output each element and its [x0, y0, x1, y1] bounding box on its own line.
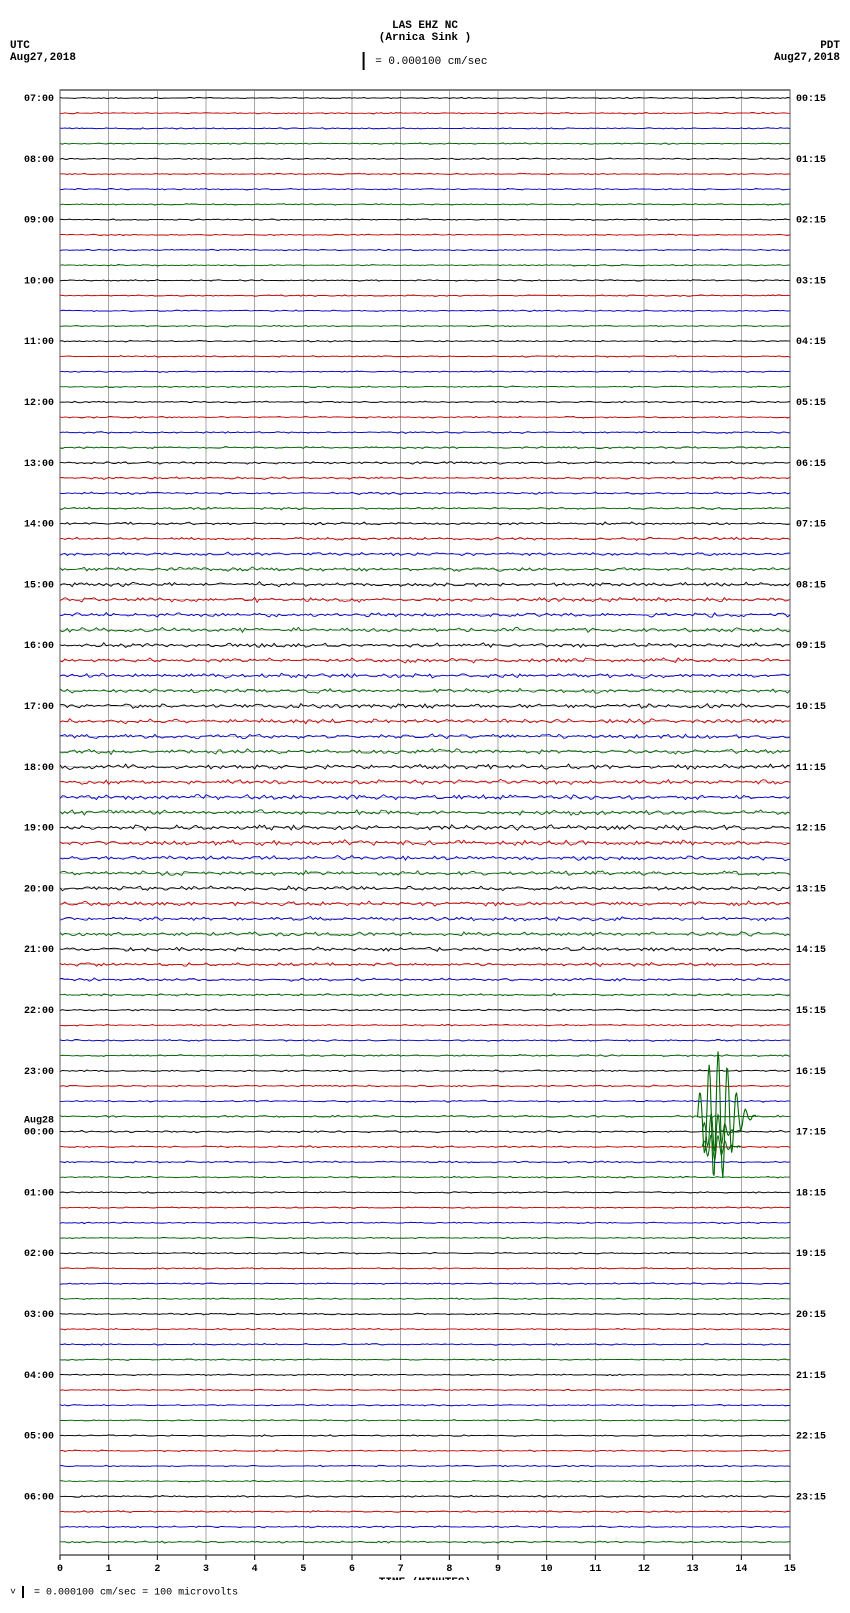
left-date: Aug27,2018	[10, 52, 76, 64]
footer-text: = 0.000100 cm/sec = 100 microvolts	[34, 1588, 238, 1599]
svg-text:03:00: 03:00	[24, 1310, 54, 1321]
svg-text:14:15: 14:15	[796, 945, 826, 956]
svg-text:22:00: 22:00	[24, 1006, 54, 1017]
right-timezone: PDT	[774, 40, 840, 52]
header-center: LAS EHZ NC (Arnica Sink ) = 0.000100 cm/…	[363, 20, 488, 70]
svg-text:17:00: 17:00	[24, 702, 54, 713]
header-right: PDT Aug27,2018	[774, 40, 840, 64]
svg-text:2: 2	[154, 1564, 160, 1575]
svg-text:Aug28: Aug28	[24, 1116, 54, 1127]
svg-text:06:00: 06:00	[24, 1492, 54, 1503]
svg-text:11: 11	[589, 1564, 601, 1575]
svg-text:07:15: 07:15	[796, 520, 826, 531]
footer-scale: ˅ = 0.000100 cm/sec = 100 microvolts	[10, 1586, 840, 1599]
svg-text:15:15: 15:15	[796, 1006, 826, 1017]
chart-header: UTC Aug27,2018 LAS EHZ NC (Arnica Sink )…	[10, 10, 840, 80]
svg-text:18:15: 18:15	[796, 1188, 826, 1199]
seismogram-plot: 0123456789101112131415TIME (MINUTES)07:0…	[10, 80, 840, 1580]
right-date: Aug27,2018	[774, 52, 840, 64]
svg-text:20:15: 20:15	[796, 1310, 826, 1321]
svg-text:9: 9	[495, 1564, 501, 1575]
svg-text:19:15: 19:15	[796, 1249, 826, 1260]
scale-bar-icon	[363, 52, 365, 70]
svg-text:05:15: 05:15	[796, 398, 826, 409]
svg-text:09:00: 09:00	[24, 216, 54, 227]
svg-text:22:15: 22:15	[796, 1432, 826, 1443]
svg-text:0: 0	[57, 1564, 63, 1575]
svg-text:20:00: 20:00	[24, 884, 54, 895]
svg-text:15: 15	[784, 1564, 796, 1575]
svg-text:14: 14	[735, 1564, 747, 1575]
station-code: LAS EHZ NC	[363, 20, 488, 32]
header-left: UTC Aug27,2018	[10, 40, 76, 64]
svg-text:6: 6	[349, 1564, 355, 1575]
svg-text:17:15: 17:15	[796, 1128, 826, 1139]
svg-text:13:00: 13:00	[24, 459, 54, 470]
svg-text:4: 4	[252, 1564, 258, 1575]
svg-text:13:15: 13:15	[796, 884, 826, 895]
svg-text:16:15: 16:15	[796, 1067, 826, 1078]
scale-indicator: = 0.000100 cm/sec	[363, 52, 488, 70]
svg-text:07:00: 07:00	[24, 94, 54, 105]
svg-text:13: 13	[687, 1564, 699, 1575]
svg-text:21:00: 21:00	[24, 945, 54, 956]
svg-text:09:15: 09:15	[796, 641, 826, 652]
svg-text:5: 5	[300, 1564, 306, 1575]
svg-text:02:15: 02:15	[796, 216, 826, 227]
svg-text:12:00: 12:00	[24, 398, 54, 409]
svg-text:05:00: 05:00	[24, 1432, 54, 1443]
footer-scale-bar-icon	[22, 1586, 24, 1598]
svg-text:16:00: 16:00	[24, 641, 54, 652]
svg-text:23:00: 23:00	[24, 1067, 54, 1078]
svg-text:TIME (MINUTES): TIME (MINUTES)	[379, 1577, 471, 1580]
svg-text:04:15: 04:15	[796, 337, 826, 348]
left-timezone: UTC	[10, 40, 76, 52]
seismogram-svg: 0123456789101112131415TIME (MINUTES)07:0…	[10, 80, 840, 1580]
svg-text:12:15: 12:15	[796, 824, 826, 835]
svg-text:02:00: 02:00	[24, 1249, 54, 1260]
scale-text: = 0.000100 cm/sec	[375, 56, 487, 68]
svg-text:03:15: 03:15	[796, 276, 826, 287]
svg-text:8: 8	[446, 1564, 452, 1575]
svg-text:23:15: 23:15	[796, 1492, 826, 1503]
svg-text:15:00: 15:00	[24, 580, 54, 591]
svg-text:10:00: 10:00	[24, 276, 54, 287]
svg-text:06:15: 06:15	[796, 459, 826, 470]
svg-text:04:00: 04:00	[24, 1371, 54, 1382]
svg-text:7: 7	[398, 1564, 404, 1575]
svg-text:1: 1	[106, 1564, 112, 1575]
svg-text:08:00: 08:00	[24, 155, 54, 166]
svg-text:01:00: 01:00	[24, 1188, 54, 1199]
svg-text:11:15: 11:15	[796, 763, 826, 774]
svg-text:12: 12	[638, 1564, 650, 1575]
svg-text:00:00: 00:00	[24, 1128, 54, 1139]
footer-prefix: ˅	[10, 1588, 16, 1599]
svg-text:10:15: 10:15	[796, 702, 826, 713]
svg-text:19:00: 19:00	[24, 824, 54, 835]
svg-text:18:00: 18:00	[24, 763, 54, 774]
svg-text:00:15: 00:15	[796, 94, 826, 105]
svg-text:14:00: 14:00	[24, 520, 54, 531]
station-name: (Arnica Sink )	[363, 32, 488, 44]
svg-text:08:15: 08:15	[796, 580, 826, 591]
svg-text:10: 10	[541, 1564, 553, 1575]
svg-text:11:00: 11:00	[24, 337, 54, 348]
svg-text:21:15: 21:15	[796, 1371, 826, 1382]
svg-text:3: 3	[203, 1564, 209, 1575]
svg-text:01:15: 01:15	[796, 155, 826, 166]
seismogram-container: UTC Aug27,2018 LAS EHZ NC (Arnica Sink )…	[10, 10, 840, 1599]
